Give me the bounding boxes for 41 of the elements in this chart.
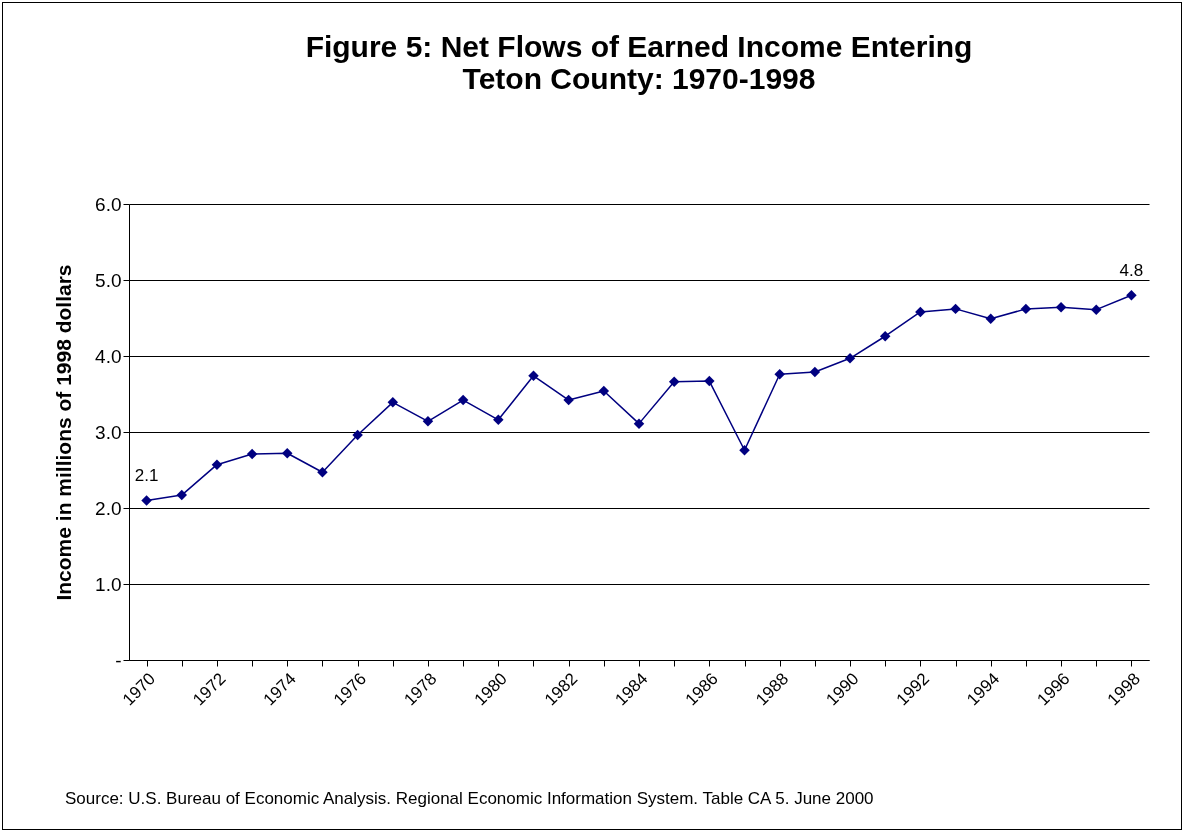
point [809, 366, 821, 378]
point [1091, 304, 1102, 315]
point [1020, 303, 1032, 315]
y-tick-label: 1.0 [95, 573, 122, 595]
data-label: 2.1 [134, 466, 159, 486]
point [282, 448, 293, 459]
point [668, 376, 680, 388]
point [317, 467, 328, 478]
point [704, 375, 715, 387]
y-tick-label: 2.0 [95, 497, 122, 519]
point [457, 394, 469, 406]
y-axis-title: Income in millions of 1998 dollars [52, 264, 76, 601]
y-tick-label: - [115, 649, 122, 671]
point [422, 416, 434, 427]
point [739, 445, 750, 456]
chart-title: Figure 5: Net Flows of Earned Income Entering Teton County: 1970-1998 [305, 30, 973, 95]
point [915, 306, 926, 318]
y-tick-label: 3.0 [95, 421, 122, 443]
point [176, 489, 187, 501]
point [774, 369, 785, 380]
point [493, 414, 504, 426]
point [387, 397, 399, 408]
y-tick-label: 4.0 [95, 345, 122, 367]
data-label: 4.8 [1119, 261, 1144, 281]
point [528, 370, 539, 381]
point [1126, 289, 1137, 301]
y-tick-label: 6.0 [95, 193, 122, 215]
point [985, 313, 996, 324]
source-note: Source: U.S. Bureau of Economic Analysis. Regional Economic Information System. Table CA 5. June 2000 [65, 789, 874, 809]
point [1055, 302, 1067, 313]
point [211, 459, 223, 470]
point [352, 429, 363, 441]
point [563, 394, 574, 406]
point [633, 418, 645, 429]
point [598, 385, 610, 397]
point [879, 331, 891, 342]
point [844, 353, 856, 364]
point [950, 303, 961, 315]
y-tick-label: 5.0 [95, 269, 122, 291]
point [141, 495, 152, 506]
point [246, 448, 258, 460]
